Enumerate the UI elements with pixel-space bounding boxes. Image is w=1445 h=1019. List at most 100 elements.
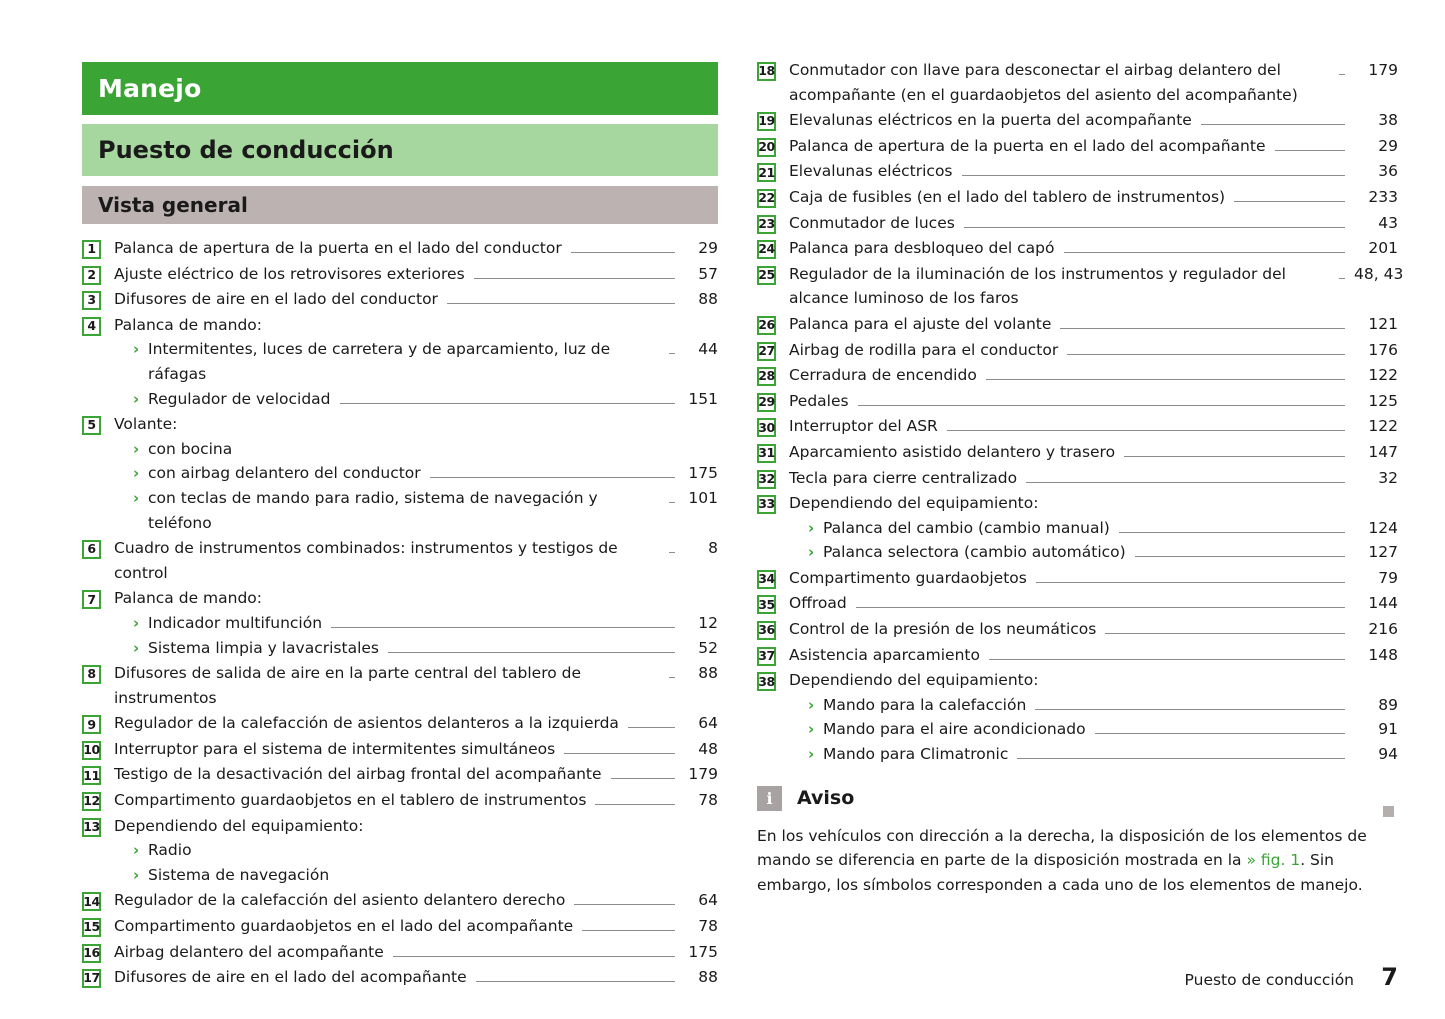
overview-entry[interactable]: 18 Conmutador con llave para desconectar … [757, 58, 1398, 107]
entry-number-badge: 22 [757, 188, 776, 208]
entry-body: Regulador de la calefacción de asientos … [114, 711, 718, 736]
entry-page-number: 64 [698, 714, 718, 733]
overview-entry[interactable]: 17 Difusores de aire en el lado del acomp… [82, 965, 718, 990]
overview-entry[interactable]: 33 Dependiendo del equipamiento: › Palanca … [757, 491, 1398, 565]
overview-entry[interactable]: 3 Difusores de aire en el lado del conduc… [82, 287, 718, 312]
overview-entry[interactable]: 34 Compartimento guardaobjetos 79 [757, 566, 1398, 591]
overview-entry[interactable]: 35 Offroad 144 [757, 591, 1398, 616]
entry-number-badge: 5 [82, 416, 101, 436]
entry-number-badge: 18 [757, 62, 776, 81]
overview-entry[interactable]: 25 Regulador de la iluminación de los ins… [757, 262, 1403, 311]
subentry-body: Radio [148, 838, 718, 863]
entry-label: Offroad [789, 594, 847, 613]
overview-entry[interactable]: 36 Control de la presión de los neumático… [757, 617, 1398, 642]
entry-number-badge: 24 [757, 240, 776, 260]
overview-entry[interactable]: 14 Regulador de la calefacción del asient… [82, 888, 718, 913]
entry-label: Control de la presión de los neumáticos [789, 620, 1097, 639]
overview-subentry[interactable]: › con teclas de mando para radio, sistema… [133, 486, 718, 535]
overview-entry[interactable]: 20 Palanca de apertura de la puerta en el… [757, 134, 1398, 159]
leader-line [610, 778, 675, 780]
overview-entry[interactable]: 27 Airbag de rodilla para el conductor 176 [757, 338, 1398, 363]
overview-entry[interactable]: 6 Cuadro de instrumentos combinados: inst… [82, 536, 718, 585]
leader-line [473, 277, 675, 279]
overview-entry[interactable]: 1 Palanca de apertura de la puerta en el … [82, 236, 718, 261]
entry-body: Difusores de salida de aire en la parte … [114, 661, 718, 710]
entry-label: Compartimento guardaobjetos [789, 568, 1027, 587]
entry-label: Conmutador con llave para desconectar el… [789, 61, 1298, 104]
overview-entry[interactable]: 10 Interruptor para el sistema de intermi… [82, 737, 718, 762]
overview-entry[interactable]: 21 Elevalunas eléctricos 36 [757, 159, 1398, 184]
entry-body: Offroad 144 [789, 591, 1398, 616]
overview-subentry[interactable]: › Palanca del cambio (cambio manual) 124 [808, 516, 1398, 541]
leader-line [1118, 531, 1345, 533]
entry-number-badge: 17 [82, 969, 101, 989]
overview-entry[interactable]: 19 Elevalunas eléctricos en la puerta del… [757, 108, 1398, 133]
chevron-right-icon: › [133, 841, 140, 860]
entry-body: Testigo de la desactivación del airbag f… [114, 762, 718, 787]
overview-entry[interactable]: 24 Palanca para desbloqueo del capó 201 [757, 236, 1398, 261]
entry-page-number: 176 [1368, 340, 1398, 359]
left-column: Manejo Puesto de conducción Vista genera… [82, 62, 718, 991]
subentry-page-number: 12 [698, 613, 718, 632]
entry-label: Regulador de la calefacción del asiento … [114, 891, 566, 910]
subentry-body: Mando para la calefacción 89 [823, 693, 1398, 718]
overview-entry[interactable]: 38 Dependiendo del equipamiento: › Mando pa… [757, 668, 1398, 766]
overview-entry[interactable]: 26 Palanca para el ajuste del volante 121 [757, 312, 1398, 337]
overview-subentry[interactable]: › Mando para la calefacción 89 [808, 693, 1398, 718]
overview-subentry[interactable]: › Palanca selectora (cambio automático) 12… [808, 540, 1398, 565]
figure-crossref-link[interactable]: » fig. 1 [1246, 851, 1301, 870]
entry-page-number: 36 [1378, 162, 1398, 181]
entry-body: Difusores de aire en el lado del acompañ… [114, 965, 718, 990]
overview-entry[interactable]: 28 Cerradura de encendido 122 [757, 363, 1398, 388]
overview-subentry[interactable]: › Sistema de navegación [133, 863, 718, 888]
entry-page-number: 78 [698, 917, 718, 936]
overview-subentry[interactable]: › con bocina [133, 437, 718, 462]
leader-line [1234, 200, 1345, 202]
chevron-right-icon: › [808, 695, 815, 714]
overview-entry[interactable]: 5 Volante: › con bocina › con airbag delanter… [82, 412, 718, 535]
overview-entry[interactable]: 12 Compartimento guardaobjetos en el tabl… [82, 788, 718, 813]
entry-label: Elevalunas eléctricos [789, 162, 953, 181]
leader-line [946, 430, 1345, 432]
overview-entry[interactable]: 13 Dependiendo del equipamiento: › Radio › Si… [82, 814, 718, 888]
overview-subentry[interactable]: › Regulador de velocidad 151 [133, 387, 718, 412]
entry-number-badge: 35 [757, 595, 776, 615]
leader-line [963, 226, 1345, 228]
entry-page-number: 57 [698, 264, 718, 283]
overview-entry[interactable]: 8 Difusores de salida de aire en la parte… [82, 661, 718, 710]
overview-entry[interactable]: 31 Aparcamiento asistido delantero y tras… [757, 440, 1398, 465]
overview-entry[interactable]: 11 Testigo de la desactivación del airbag… [82, 762, 718, 787]
overview-entry[interactable]: 7 Palanca de mando: › Indicador multifunció… [82, 586, 718, 660]
overview-entry[interactable]: 16 Airbag delantero del acompañante 175 [82, 940, 718, 965]
overview-subentry[interactable]: › Mando para el aire acondicionado 91 [808, 717, 1398, 742]
entry-number-badge: 38 [757, 672, 776, 692]
overview-entry[interactable]: 9 Regulador de la calefacción de asientos… [82, 711, 718, 736]
chevron-right-icon: › [133, 340, 140, 359]
subentry-body: con bocina [148, 437, 718, 462]
overview-entry[interactable]: 4 Palanca de mando: › Intermitentes, luces … [82, 313, 718, 411]
entry-number-badge: 21 [757, 163, 776, 183]
entry-body: Dependiendo del equipamiento: › Palanca de… [789, 491, 1398, 565]
subentry-label: Sistema limpia y lavacristales [148, 638, 379, 657]
entry-body: Cerradura de encendido 122 [789, 363, 1398, 388]
overview-subentry[interactable]: › Sistema limpia y lavacristales 52 [133, 636, 718, 661]
overview-entry[interactable]: 29 Pedales 125 [757, 389, 1398, 414]
overview-subentry[interactable]: › con airbag delantero del conductor 175 [133, 461, 718, 486]
overview-subentry[interactable]: › Intermitentes, luces de carretera y de … [133, 337, 718, 386]
overview-entry[interactable]: 32 Tecla para cierre centralizado 32 [757, 466, 1398, 491]
overview-entry[interactable]: 15 Compartimento guardaobjetos en el lado… [82, 914, 718, 939]
overview-entry[interactable]: 22 Caja de fusibles (en el lado del table… [757, 185, 1398, 210]
leader-line [564, 752, 675, 754]
overview-subentry[interactable]: › Radio [133, 838, 718, 863]
overview-entry[interactable]: 2 Ajuste eléctrico de los retrovisores ex… [82, 262, 718, 287]
overview-subentry[interactable]: › Indicador multifunción 12 [133, 611, 718, 636]
overview-entry[interactable]: 30 Interruptor del ASR 122 [757, 414, 1398, 439]
entry-body: Palanca para desbloqueo del capó 201 [789, 236, 1398, 261]
overview-subentry[interactable]: › Mando para Climatronic 94 [808, 742, 1398, 767]
leader-line [331, 626, 675, 628]
subentry-body: con teclas de mando para radio, sistema … [148, 486, 718, 535]
overview-entry[interactable]: 23 Conmutador de luces 43 [757, 211, 1398, 236]
entry-body: Aparcamiento asistido delantero y traser… [789, 440, 1398, 465]
overview-entry[interactable]: 37 Asistencia aparcamiento 148 [757, 643, 1398, 668]
entry-page-number: 179 [688, 765, 718, 784]
